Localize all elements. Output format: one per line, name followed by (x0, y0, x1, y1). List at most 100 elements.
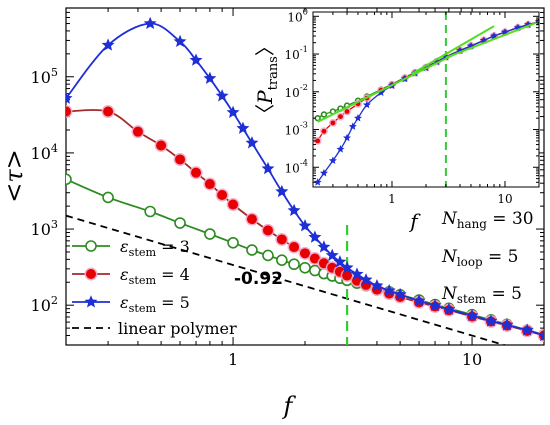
slope-annotation: -0.92 (234, 269, 283, 289)
inset-series-1-marker (320, 111, 328, 118)
series-2-marker (103, 106, 114, 117)
main-plot-area (66, 16, 544, 345)
series-2-marker (246, 214, 257, 225)
series-1-marker (174, 217, 186, 229)
parameter-loop: Nloop = 5 (441, 247, 518, 269)
inset-y-axis-label: 〈Ptrans〉 (253, 36, 281, 124)
series-3-marker (428, 298, 442, 312)
series-3-marker (537, 328, 544, 341)
series-1-marker (102, 191, 114, 204)
series-3-marker (350, 267, 364, 280)
series-3-marker (465, 308, 479, 322)
series-3-marker (442, 302, 456, 315)
series-2-marker (276, 234, 287, 245)
series-3-marker (173, 34, 187, 48)
series-3-marker (308, 230, 322, 243)
series-3-marker (245, 136, 259, 149)
series-2-marker (217, 189, 228, 200)
inset-axis-ticks: 1 10 10-4 10-3 10-2 10-1 100 (285, 6, 540, 206)
inset-series-2-marker (315, 138, 321, 144)
series-1-marker (299, 261, 311, 274)
main-y-tick-label: 104 (31, 142, 58, 163)
inset-series-3-marker (362, 100, 371, 109)
series-2-marker (156, 140, 167, 151)
legend-marker-2 (86, 269, 96, 279)
inset-series-3-marker (343, 133, 352, 142)
legend-label-3: εstem = 5 (120, 293, 190, 315)
legend-label-1: εstem = 3 (120, 237, 190, 259)
inset-series-3-marker (377, 88, 386, 97)
series-3-marker (287, 203, 301, 217)
series-2-marker (204, 179, 215, 190)
series-3-marker (226, 105, 240, 118)
inset-series-3-marker (535, 17, 539, 26)
series-2-marker (191, 167, 202, 178)
inset-y-tick-label: 10-2 (285, 82, 308, 100)
inset-y-tick-label: 10-3 (285, 120, 308, 138)
series-2-marker (300, 248, 310, 259)
series-3-marker (333, 255, 347, 268)
series-2-marker (262, 225, 273, 236)
series-2-marker (309, 253, 320, 264)
legend: εstem = 3 εstem = 4 εstem = 5 linear polyme… (72, 237, 237, 338)
series-3-marker (275, 184, 289, 198)
series-3-marker (520, 323, 534, 336)
main-y-tick-label: 103 (31, 218, 58, 239)
series-2-marker (66, 106, 71, 117)
inset-fit-line-1 (317, 53, 454, 123)
main-y-axis-label-text: <τ> (0, 149, 28, 203)
series-2-marker (175, 154, 186, 165)
series-3-marker (298, 219, 312, 232)
series-2-marker (342, 270, 353, 281)
series-3-marker (393, 287, 407, 301)
inset-y-tick-label: 100 (287, 6, 308, 24)
series-1-marker (227, 236, 239, 249)
parameter-stem: Nstem = 5 (441, 284, 522, 306)
inset-series-2-marker (344, 109, 350, 114)
series-3-marker (500, 318, 514, 331)
main-x-tick-label: 10 (462, 350, 482, 369)
main-axis-ticks: 1 10 102 103 104 105 (31, 7, 545, 369)
inset-series-3-marker (353, 113, 362, 122)
series-3-marker (370, 278, 384, 292)
legend-marker-3 (84, 295, 98, 308)
series-2-marker (132, 126, 143, 137)
series-1-marker (246, 244, 258, 256)
legend-label-linear-polymer: linear polymer (118, 319, 237, 338)
main-x-axis-label: f (282, 392, 297, 420)
series-1-marker (144, 205, 156, 218)
inset-series-3-marker (313, 178, 322, 186)
series-1-marker (262, 249, 274, 262)
series-1-marker (66, 173, 72, 186)
main-y-axis-label: <τ> (0, 149, 28, 203)
series-3-marker (325, 248, 339, 261)
series-3-marker (412, 294, 426, 307)
inset-series-3-marker (336, 145, 345, 153)
series-1-marker (204, 228, 216, 240)
inset-series-2-marker (321, 128, 327, 134)
inset-fit-line-3 (445, 20, 539, 59)
inset-y-tick-label: 10-4 (285, 157, 308, 175)
series-3-marker (359, 273, 373, 286)
series-1-marker (276, 254, 288, 266)
main-y-tick-label: 102 (31, 294, 58, 315)
main-y-tick-label: 105 (31, 66, 58, 87)
main-x-tick-label: 1 (228, 350, 238, 369)
series-2-marker (228, 199, 239, 210)
series-3-marker (236, 121, 250, 134)
series-3-marker (317, 240, 331, 253)
inset-series-3-marker (348, 122, 357, 130)
inset-series-2-marker (330, 120, 336, 126)
series-3-marker (261, 161, 275, 175)
legend-label-2: εstem = 4 (120, 265, 190, 287)
inset-x-tick-label: 10 (497, 192, 512, 206)
series-3-marker (484, 314, 498, 327)
series-1-marker (288, 258, 300, 271)
series-3-marker (143, 16, 157, 30)
inset-background (313, 12, 539, 187)
parameter-annotations: Nhang = 30 Nloop = 5 Nstem = 5 (441, 209, 534, 306)
parameter-hang: Nhang = 30 (441, 209, 534, 231)
series-3-marker (101, 38, 115, 51)
inset-y-axis-label-text: 〈Ptrans〉 (253, 36, 281, 124)
